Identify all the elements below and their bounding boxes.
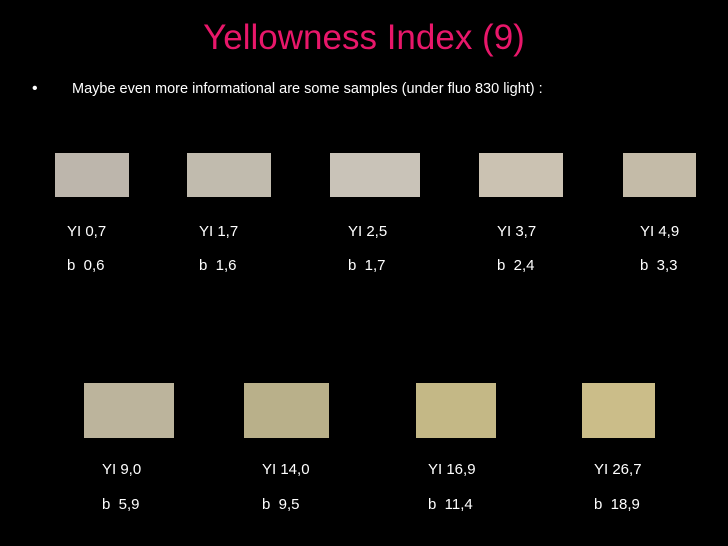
swatch	[623, 153, 696, 197]
yi-label: YI 3,7	[497, 223, 537, 240]
swatch	[582, 383, 655, 438]
yi-label: YI 0,7	[67, 223, 107, 240]
yi-label: YI 1,7	[199, 223, 239, 240]
swatch	[479, 153, 563, 197]
bullet-marker: •	[32, 80, 38, 97]
b-label: b 2,4	[497, 257, 535, 274]
yi-label: YI 2,5	[348, 223, 388, 240]
yi-label: YI 16,9	[428, 461, 476, 478]
yi-label: YI 4,9	[640, 223, 680, 240]
yi-label: YI 26,7	[594, 461, 642, 478]
b-label: b 1,7	[348, 257, 386, 274]
b-label: b 3,3	[640, 257, 678, 274]
swatch	[416, 383, 496, 438]
b-label: b 5,9	[102, 496, 140, 513]
swatch	[84, 383, 174, 438]
swatch	[244, 383, 329, 438]
b-label: b 1,6	[199, 257, 237, 274]
swatch	[330, 153, 420, 197]
slide-title: Yellowness Index (9)	[203, 18, 525, 57]
b-label: b 18,9	[594, 496, 640, 513]
yi-label: YI 14,0	[262, 461, 310, 478]
b-label: b 0,6	[67, 257, 105, 274]
b-label: b 11,4	[428, 496, 473, 513]
b-label: b 9,5	[262, 496, 300, 513]
swatch	[55, 153, 129, 197]
bullet-text: Maybe even more informational are some s…	[72, 81, 543, 97]
swatch	[187, 153, 271, 197]
yi-label: YI 9,0	[102, 461, 142, 478]
